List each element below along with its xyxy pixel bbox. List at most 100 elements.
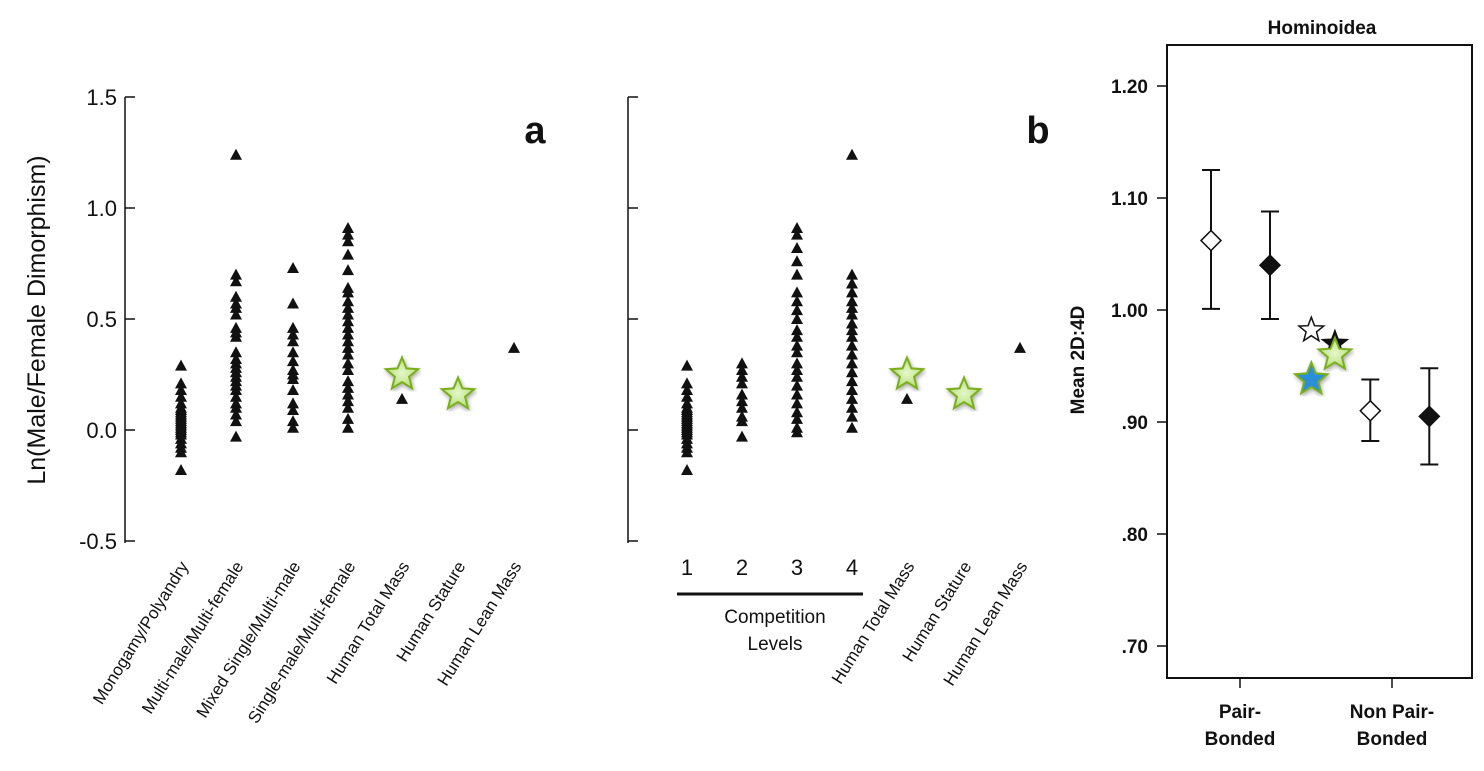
chart-title: Hominoidea — [1268, 18, 1377, 39]
triangle-point — [287, 421, 299, 433]
y-axis-label: Ln(Male/Female Dimorphism) — [23, 155, 51, 484]
triangle-point — [230, 415, 242, 427]
triangle-point — [791, 241, 803, 253]
human-star-point — [439, 374, 477, 411]
triangle-point — [230, 301, 242, 313]
diamond-open-point — [1199, 229, 1223, 252]
triangle-point — [342, 235, 354, 247]
triangle-point — [342, 335, 354, 347]
triangle-point — [736, 377, 748, 389]
x-category-label: 4 — [846, 555, 858, 580]
triangle-point — [791, 406, 803, 418]
triangle-point — [736, 395, 748, 407]
triangle-point — [342, 364, 354, 376]
triangle-point — [230, 401, 242, 413]
triangle-point — [342, 341, 354, 353]
triangle-point — [736, 388, 748, 400]
y-tick-label: 1.20 — [1111, 77, 1148, 98]
triangle-point — [791, 221, 803, 233]
triangle-point — [287, 404, 299, 416]
triangle-point — [846, 421, 858, 433]
triangle-point — [175, 359, 187, 371]
star-open-point — [1296, 315, 1326, 343]
triangle-point — [791, 339, 803, 351]
triangle-point — [791, 228, 803, 240]
diamond-filled-point — [1258, 254, 1282, 277]
triangle-point — [791, 295, 803, 307]
triangle-point — [342, 395, 354, 407]
triangle-point — [342, 375, 354, 387]
triangle-point — [681, 384, 693, 396]
triangle-point — [791, 255, 803, 267]
triangle-point — [230, 148, 242, 160]
triangle-point — [342, 301, 354, 313]
triangle-point — [342, 321, 354, 333]
y-tick-label: .90 — [1122, 413, 1148, 434]
triangle-point — [342, 264, 354, 276]
x-category-label: Multi-male/Multi-female — [138, 558, 247, 717]
triangle-point — [681, 359, 693, 371]
human-star-point — [383, 354, 421, 391]
triangle-point — [901, 392, 913, 404]
panel-label: a — [524, 110, 546, 152]
triangle-point — [846, 366, 858, 378]
triangle-point — [508, 341, 520, 353]
triangle-point — [287, 384, 299, 396]
triangle-point — [342, 295, 354, 307]
triangle-point — [791, 397, 803, 409]
triangle-point — [791, 426, 803, 438]
triangle-point — [230, 308, 242, 320]
triangle-point — [846, 330, 858, 342]
triangle-point — [791, 379, 803, 391]
triangle-point — [791, 286, 803, 298]
triangle-point — [791, 268, 803, 280]
triangle-point — [791, 304, 803, 316]
star-blue-point — [1292, 359, 1331, 396]
triangle-point — [736, 401, 748, 413]
triangle-point — [342, 357, 354, 369]
triangle-point — [287, 261, 299, 273]
triangle-point — [846, 401, 858, 413]
triangle-point — [846, 148, 858, 160]
triangle-point — [175, 390, 187, 402]
y-tick-label: 1.5 — [86, 85, 117, 110]
y-tick-label: -0.5 — [79, 529, 117, 554]
triangle-point — [846, 286, 858, 298]
triangle-point — [230, 390, 242, 402]
triangle-point — [342, 308, 354, 320]
triangle-point — [736, 415, 748, 427]
triangle-point — [736, 430, 748, 442]
star-green-point — [1316, 335, 1354, 371]
x-category-label: 3 — [791, 555, 803, 580]
triangle-point — [175, 384, 187, 396]
triangle-point — [846, 392, 858, 404]
triangle-point — [175, 377, 187, 389]
triangle-point — [791, 364, 803, 376]
x-category-label: Bonded — [1357, 729, 1428, 750]
triangle-point — [230, 408, 242, 420]
triangle-point — [846, 357, 858, 369]
triangle-point — [791, 330, 803, 342]
triangle-point — [342, 412, 354, 424]
triangle-point — [846, 317, 858, 329]
triangle-point — [287, 297, 299, 309]
y-tick-label: 1.00 — [1111, 301, 1148, 322]
triangle-point — [791, 388, 803, 400]
triangle-point — [230, 330, 242, 342]
diamond-open-point — [1359, 399, 1382, 422]
triangle-point — [342, 221, 354, 233]
panel-label: b — [1026, 110, 1049, 152]
triangle-point — [791, 313, 803, 324]
triangle-point — [736, 370, 748, 382]
triangle-point — [681, 390, 693, 402]
triangle-point — [681, 446, 693, 458]
triangle-point — [846, 339, 858, 351]
triangle-point — [342, 228, 354, 240]
x-category-label: Bonded — [1205, 729, 1276, 750]
triangle-point — [736, 357, 748, 369]
y-tick-label: 0.0 — [86, 418, 117, 443]
triangle-point — [681, 377, 693, 389]
triangle-point — [846, 410, 858, 422]
triangle-point — [846, 277, 858, 289]
